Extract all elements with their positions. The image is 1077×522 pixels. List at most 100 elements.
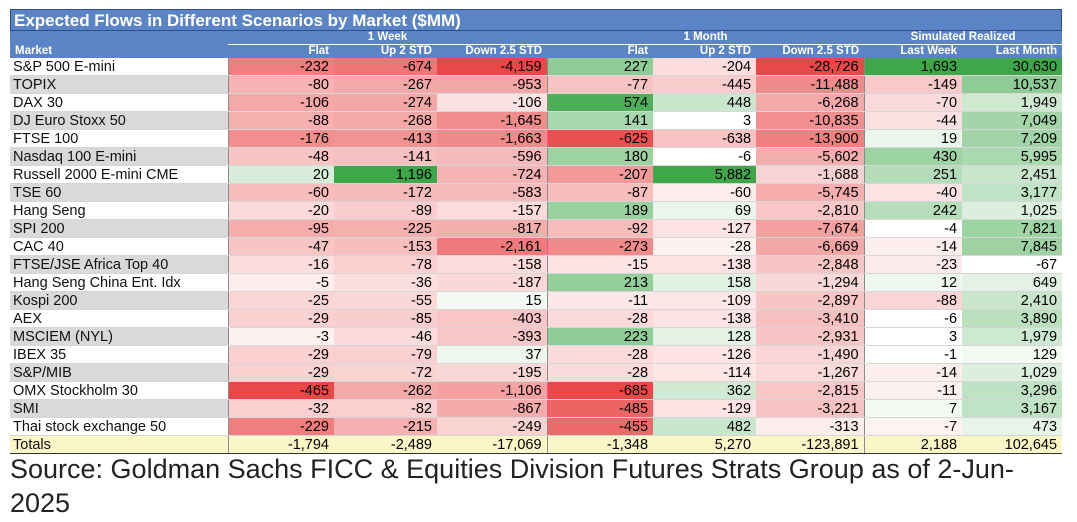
value-cell: 15 (437, 291, 548, 310)
value-cell: -5,745 (756, 183, 865, 202)
value-cell: -29 (228, 345, 334, 364)
value-cell: -79 (334, 345, 437, 364)
column-header: Down 2.5 STD (437, 44, 548, 58)
value-cell: -5,602 (756, 147, 865, 166)
value-cell: -158 (437, 255, 548, 274)
value-cell: -625 (547, 129, 654, 148)
group-header-1week: 1 Week (228, 31, 548, 45)
value-cell: 19 (864, 129, 963, 148)
value-cell: -229 (228, 417, 334, 436)
value-cell: -32 (228, 399, 334, 418)
table-row: FTSE 100 -176 -413 -1,663 -625 -638 -13,900 19 7… (10, 129, 1063, 148)
value-cell: -60 (653, 183, 757, 202)
market-name: Hang Seng (10, 201, 229, 220)
value-cell: -10,835 (756, 111, 865, 130)
value-cell: -44 (864, 111, 963, 130)
value-cell: -817 (437, 219, 548, 238)
value-cell: -28 (547, 363, 654, 382)
table-row: Kospi 200 -25 -55 15 -11 -109 -2,897 -88 2,410 (10, 291, 1063, 310)
column-header: Flat (228, 44, 334, 58)
value-cell: -3,410 (756, 309, 865, 328)
value-cell: -6 (653, 147, 757, 166)
value-cell: -6,669 (756, 237, 865, 256)
value-cell: -67 (962, 255, 1063, 274)
value-cell: 2,451 (962, 165, 1063, 184)
value-cell: -176 (228, 129, 334, 148)
value-cell: -4 (864, 219, 963, 238)
value-cell: -11 (547, 291, 654, 310)
market-name: Russell 2000 E-mini CME (10, 165, 229, 184)
column-header: Down 2.5 STD (756, 44, 865, 58)
table-row: Russell 2000 E-mini CME 20 1,196 -724 -207 5,… (10, 165, 1063, 184)
market-name: Thai stock exchange 50 (10, 417, 229, 436)
table-row: CAC 40 -47 -153 -2,161 -273 -28 -6,669 -14 7,845 (10, 237, 1063, 256)
column-header: Last Month (962, 44, 1063, 58)
value-cell: 2,410 (962, 291, 1063, 310)
value-cell: -88 (864, 291, 963, 310)
value-cell: -106 (437, 93, 548, 112)
value-cell: -204 (653, 58, 757, 76)
market-name: TSE 60 (10, 183, 229, 202)
market-name: SPI 200 (10, 219, 229, 238)
table-row: S&P 500 E-mini -232 -674 -4,159 227 -204 -28,7… (10, 58, 1063, 76)
value-cell: 574 (547, 93, 654, 112)
value-cell: -23 (864, 255, 963, 274)
value-cell: 37 (437, 345, 548, 364)
value-cell: -60 (228, 183, 334, 202)
value-cell: -274 (334, 93, 437, 112)
value-cell: -16 (228, 255, 334, 274)
table-row: FTSE/JSE Africa Top 40 -16 -78 -158 -15 -138-… (10, 255, 1063, 274)
value-cell: -78 (334, 255, 437, 274)
value-cell: -29 (228, 363, 334, 382)
value-cell: -88 (228, 111, 334, 130)
flows-table-panel: Expected Flows in Different Scenarios by… (10, 9, 1063, 454)
column-header: Up 2 STD (653, 44, 757, 58)
value-cell: -13,900 (756, 129, 865, 148)
value-cell: -262 (334, 381, 437, 400)
value-cell: -153 (334, 237, 437, 256)
market-name: S&P 500 E-mini (10, 58, 229, 76)
value-cell: 3 (864, 327, 963, 346)
value-cell: -1,490 (756, 345, 865, 364)
table-title: Expected Flows in Different Scenarios by… (10, 9, 1062, 31)
totals-cell: 5,270 (653, 435, 757, 454)
market-name: FTSE 100 (10, 129, 229, 148)
value-cell: -1 (864, 345, 963, 364)
value-cell: -85 (334, 309, 437, 328)
market-name: DJ Euro Stoxx 50 (10, 111, 229, 130)
value-cell: 7,049 (962, 111, 1063, 130)
value-cell: -215 (334, 417, 437, 436)
table-row: Hang Seng China Ent. Idx -5 -36 -187 213 158-… (10, 273, 1063, 292)
value-cell: -225 (334, 219, 437, 238)
value-cell: 3,890 (962, 309, 1063, 328)
value-cell: -195 (437, 363, 548, 382)
value-cell: 5,995 (962, 147, 1063, 166)
value-cell: -5 (228, 273, 334, 292)
value-cell: -92 (547, 219, 654, 238)
value-cell: -2,897 (756, 291, 865, 310)
value-cell: -141 (334, 147, 437, 166)
value-cell: -114 (653, 363, 757, 382)
totals-cell: -2,489 (334, 435, 437, 454)
value-cell: -207 (547, 165, 654, 184)
value-cell: 180 (547, 147, 654, 166)
value-cell: -109 (653, 291, 757, 310)
value-cell: -89 (334, 201, 437, 220)
value-cell: -2,161 (437, 237, 548, 256)
value-cell: 7,209 (962, 129, 1063, 148)
value-cell: 1,029 (962, 363, 1063, 382)
table-body: S&P 500 E-mini -232 -674 -4,159 227 -204 -28,7… (10, 58, 1063, 454)
value-cell: -15 (547, 255, 654, 274)
value-cell: -455 (547, 417, 654, 436)
value-cell: 448 (653, 93, 757, 112)
value-cell: -126 (653, 345, 757, 364)
value-cell: -1,688 (756, 165, 865, 184)
value-cell: -25 (228, 291, 334, 310)
market-name: DAX 30 (10, 93, 229, 112)
value-cell: -20 (228, 201, 334, 220)
market-name: CAC 40 (10, 237, 229, 256)
value-cell: -1,645 (437, 111, 548, 130)
column-header-market: Market (10, 44, 228, 58)
value-cell: 3,296 (962, 381, 1063, 400)
value-cell: 158 (653, 273, 757, 292)
